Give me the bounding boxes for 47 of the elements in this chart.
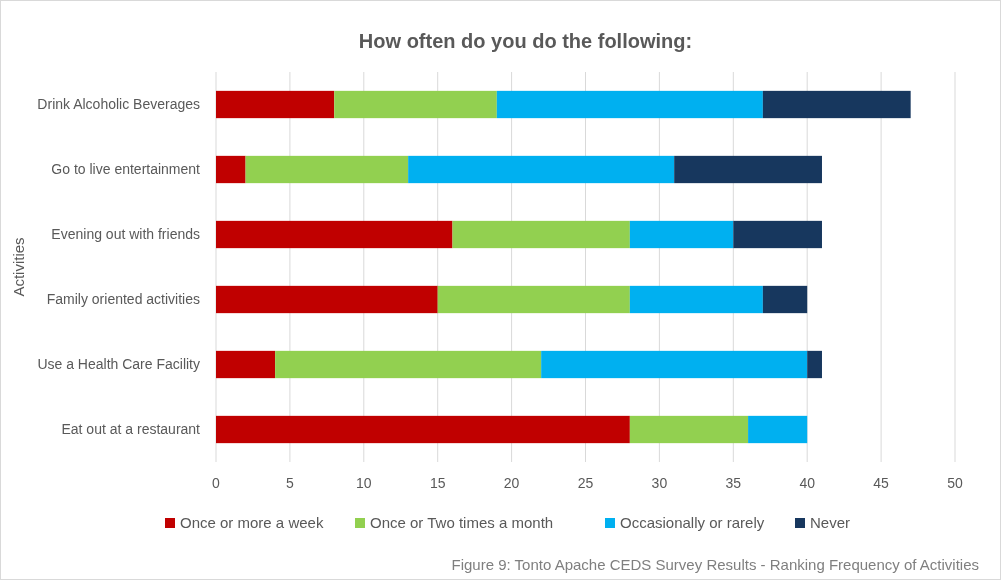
bar <box>629 220 734 249</box>
legend-label: Once or more a week <box>180 514 324 532</box>
bar <box>275 350 542 379</box>
x-tick-label: 10 <box>356 475 372 491</box>
bar <box>541 350 808 379</box>
bar <box>216 220 453 249</box>
bar <box>437 285 630 314</box>
bar <box>748 415 808 444</box>
x-tick-label: 0 <box>212 475 221 491</box>
x-tick-label: 15 <box>429 475 446 491</box>
bar <box>216 415 630 444</box>
bar <box>629 415 749 444</box>
legend-label: Once or Two times a month <box>370 514 554 532</box>
bar <box>762 90 911 119</box>
x-tick-label: 35 <box>725 475 742 491</box>
bar <box>807 350 822 379</box>
bar <box>733 220 822 249</box>
legend-label: Never <box>810 514 851 532</box>
bar <box>216 285 438 314</box>
y-tick-label: Go to live entertainment <box>51 161 201 178</box>
legend-label: Occasionally or rarely <box>620 514 765 532</box>
bar <box>496 90 763 119</box>
bar <box>334 90 497 119</box>
bar <box>762 285 808 314</box>
y-tick-label: Use a Health Care Facility <box>37 356 200 373</box>
bar <box>216 90 335 119</box>
bar <box>216 155 246 184</box>
x-tick-label: 45 <box>873 475 890 491</box>
x-tick-label: 50 <box>947 475 963 491</box>
y-tick-label: Evening out with friends <box>51 226 200 243</box>
x-tick-label: 20 <box>503 475 520 491</box>
x-tick-label: 40 <box>799 475 816 491</box>
x-tick-label: 5 <box>286 475 294 491</box>
x-tick-label: 25 <box>577 475 594 491</box>
bar <box>245 155 409 184</box>
bar <box>629 285 763 314</box>
bar <box>216 350 276 379</box>
caption: Figure 9: Tonto Apache CEDS Survey Results - Ranking Frequency of Activities <box>451 556 979 573</box>
bar <box>408 155 675 184</box>
x-tick-label: 30 <box>651 475 668 491</box>
y-tick-label: Family oriented activities <box>46 291 200 308</box>
chart-title: How often do you do the following: <box>358 30 693 52</box>
y-tick-label: Eat out at a restaurant <box>61 421 201 438</box>
bar <box>674 155 822 184</box>
y-tick-label: Drink Alcoholic Beverages <box>37 96 200 113</box>
y-axis-title: Activities <box>10 237 27 297</box>
bar <box>452 220 630 249</box>
